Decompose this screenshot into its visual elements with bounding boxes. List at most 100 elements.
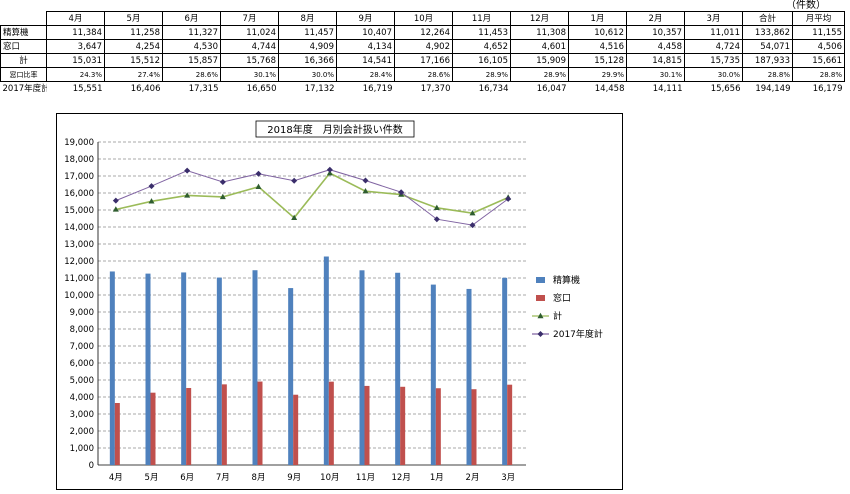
table-cell: 15,909 xyxy=(510,53,569,68)
table-cell: 29.9% xyxy=(568,67,627,82)
bar-seisanki xyxy=(430,284,436,465)
table-cell: 15,661 xyxy=(792,53,845,68)
y-tick-label: 3,000 xyxy=(70,410,94,420)
bar-seisanki xyxy=(216,277,222,465)
y-tick-label: 8,000 xyxy=(70,325,94,335)
line-point xyxy=(537,331,544,337)
y-tick-label: 11,000 xyxy=(64,274,94,284)
line-point xyxy=(148,183,155,190)
table-cell: 14,815 xyxy=(626,53,685,68)
row-label: 精算機 xyxy=(0,25,47,40)
column-header: 1月 xyxy=(568,11,627,26)
table-cell: 16,366 xyxy=(278,53,337,68)
legend-label: 精算機 xyxy=(553,274,580,286)
chart-title: 2018年度 月別会計扱い件数 xyxy=(267,123,402,136)
line-point xyxy=(326,166,333,173)
table-cell: 3,647 xyxy=(46,39,105,54)
chart-title-box xyxy=(255,120,415,138)
table-cell: 28.9% xyxy=(510,67,569,82)
x-tick-label: 4月 xyxy=(109,473,123,483)
line-point xyxy=(433,216,440,223)
legend-swatch xyxy=(536,277,545,283)
column-header: 7月 xyxy=(220,11,279,26)
bar-madoguchi xyxy=(507,384,513,465)
table-cell: 15,656 xyxy=(710,83,741,94)
column-header: 4月 xyxy=(46,11,105,26)
x-tick-label: 10月 xyxy=(320,473,339,483)
table-cell: 16,179 xyxy=(812,83,843,94)
y-tick-label: 18,000 xyxy=(64,155,94,165)
y-tick-label: 13,000 xyxy=(64,240,94,250)
line-point xyxy=(255,183,262,189)
data-table: 4月 5月 6月 7月 8月 9月 10月 11月 12月 1月 2月 3月 合計 月平均 精算機 11,3… xyxy=(0,11,845,95)
y-tick-label: 0 xyxy=(89,461,94,471)
table-cell: 4,530 xyxy=(162,39,221,54)
table-cell: 4,516 xyxy=(568,39,627,54)
table-cell: 16,105 xyxy=(452,53,511,68)
table-cell: 4,506 xyxy=(792,39,845,54)
table-cell: 187,933 xyxy=(742,53,793,68)
table-cell: 4,254 xyxy=(104,39,163,54)
line-point xyxy=(469,209,476,216)
table-cell: 11,453 xyxy=(452,25,511,40)
y-tick-label: 4,000 xyxy=(70,393,94,403)
unit-label: （件数） xyxy=(786,0,826,11)
table-cell: 30.1% xyxy=(220,67,279,82)
line-point xyxy=(362,177,369,184)
table-cell: 15,768 xyxy=(220,53,279,68)
table-cell: 11,024 xyxy=(220,25,279,40)
column-header: 合計 xyxy=(742,11,793,26)
row-label: 窓口 xyxy=(0,39,47,54)
table-cell: 16,734 xyxy=(478,83,509,94)
chart-frame xyxy=(56,113,623,490)
bar-seisanki xyxy=(359,270,365,465)
x-tick-label: 3月 xyxy=(501,473,515,483)
line-point xyxy=(505,195,512,202)
y-tick-label: 5,000 xyxy=(70,376,94,386)
table-cell: 28.6% xyxy=(162,67,221,82)
table-cell: 194,149 xyxy=(755,83,791,94)
x-tick-label: 6月 xyxy=(180,473,194,483)
legend-swatch xyxy=(536,295,545,301)
chart: 2018年度 月別会計扱い件数 0 1,000 2,000 3,000 4,000 5,00… xyxy=(56,113,623,490)
line-point xyxy=(433,204,440,211)
column-header: 3月 xyxy=(684,11,743,26)
bar-madoguchi xyxy=(186,387,192,465)
table-header-row: 4月 5月 6月 7月 8月 9月 10月 11月 12月 1月 2月 3月 合計 月平均 xyxy=(0,11,845,26)
bar-seisanki xyxy=(502,277,508,465)
line-point xyxy=(537,312,544,319)
column-header: 6月 xyxy=(162,11,221,26)
column-header: 11月 xyxy=(452,11,511,26)
line-point xyxy=(184,192,191,198)
table-cell: 15,031 xyxy=(46,53,105,68)
column-header: 2月 xyxy=(626,11,685,26)
table-row: 2017年度計 15,551 16,406 17,315 16,650 17,132 16,… xyxy=(1,82,845,96)
series-line-total xyxy=(115,172,509,219)
x-tick-label: 9月 xyxy=(287,473,301,483)
column-header: 10月 xyxy=(394,11,453,26)
y-tick-label: 16,000 xyxy=(64,189,94,199)
x-tick-label: 1月 xyxy=(430,473,444,483)
column-header: 9月 xyxy=(336,11,395,26)
table-cell: 4,909 xyxy=(278,39,337,54)
table-cell: 133,862 xyxy=(742,25,793,40)
table-cell: 4,458 xyxy=(626,39,685,54)
line-point xyxy=(469,222,476,229)
table-cell: 54,071 xyxy=(742,39,793,54)
table-cell: 30.1% xyxy=(626,67,685,82)
table-cell: 4,744 xyxy=(220,39,279,54)
x-tick-label: 12月 xyxy=(392,473,411,483)
table-cell: 17,315 xyxy=(188,83,219,94)
line-point xyxy=(219,178,226,185)
y-tick-label: 15,000 xyxy=(64,206,94,216)
y-tick-label: 12,000 xyxy=(64,257,94,267)
table-cell: 14,541 xyxy=(336,53,395,68)
table-cell: 11,258 xyxy=(104,25,163,40)
line-point xyxy=(148,198,155,204)
bar-seisanki xyxy=(252,270,258,465)
line-point xyxy=(362,188,369,194)
bar-seisanki xyxy=(109,271,115,465)
column-header: 月平均 xyxy=(792,11,845,26)
table-row: 計 15,031 15,512 15,857 15,768 16,366 14,541 17,… xyxy=(0,53,845,68)
table-cell: 16,406 xyxy=(130,83,161,94)
